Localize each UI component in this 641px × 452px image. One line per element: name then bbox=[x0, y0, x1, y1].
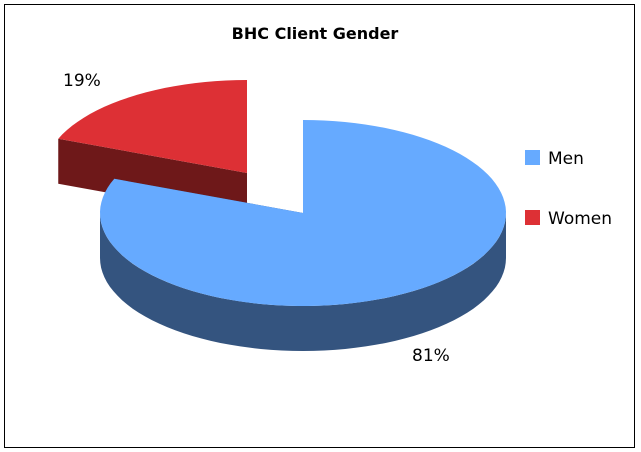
legend-label-men: Men bbox=[548, 149, 584, 169]
data-label-men: 81% bbox=[412, 346, 450, 366]
legend: Men Women bbox=[525, 149, 612, 229]
legend-label-women: Women bbox=[548, 209, 612, 229]
legend-swatch-women bbox=[525, 210, 540, 225]
pie-slice-women bbox=[58, 80, 247, 173]
pie-side-men bbox=[100, 213, 506, 351]
chart-title: BHC Client Gender bbox=[232, 24, 399, 43]
pie-group bbox=[58, 80, 506, 351]
pie-slice-men bbox=[100, 120, 506, 306]
legend-swatch-men bbox=[525, 150, 540, 165]
data-label-women: 19% bbox=[63, 71, 101, 91]
